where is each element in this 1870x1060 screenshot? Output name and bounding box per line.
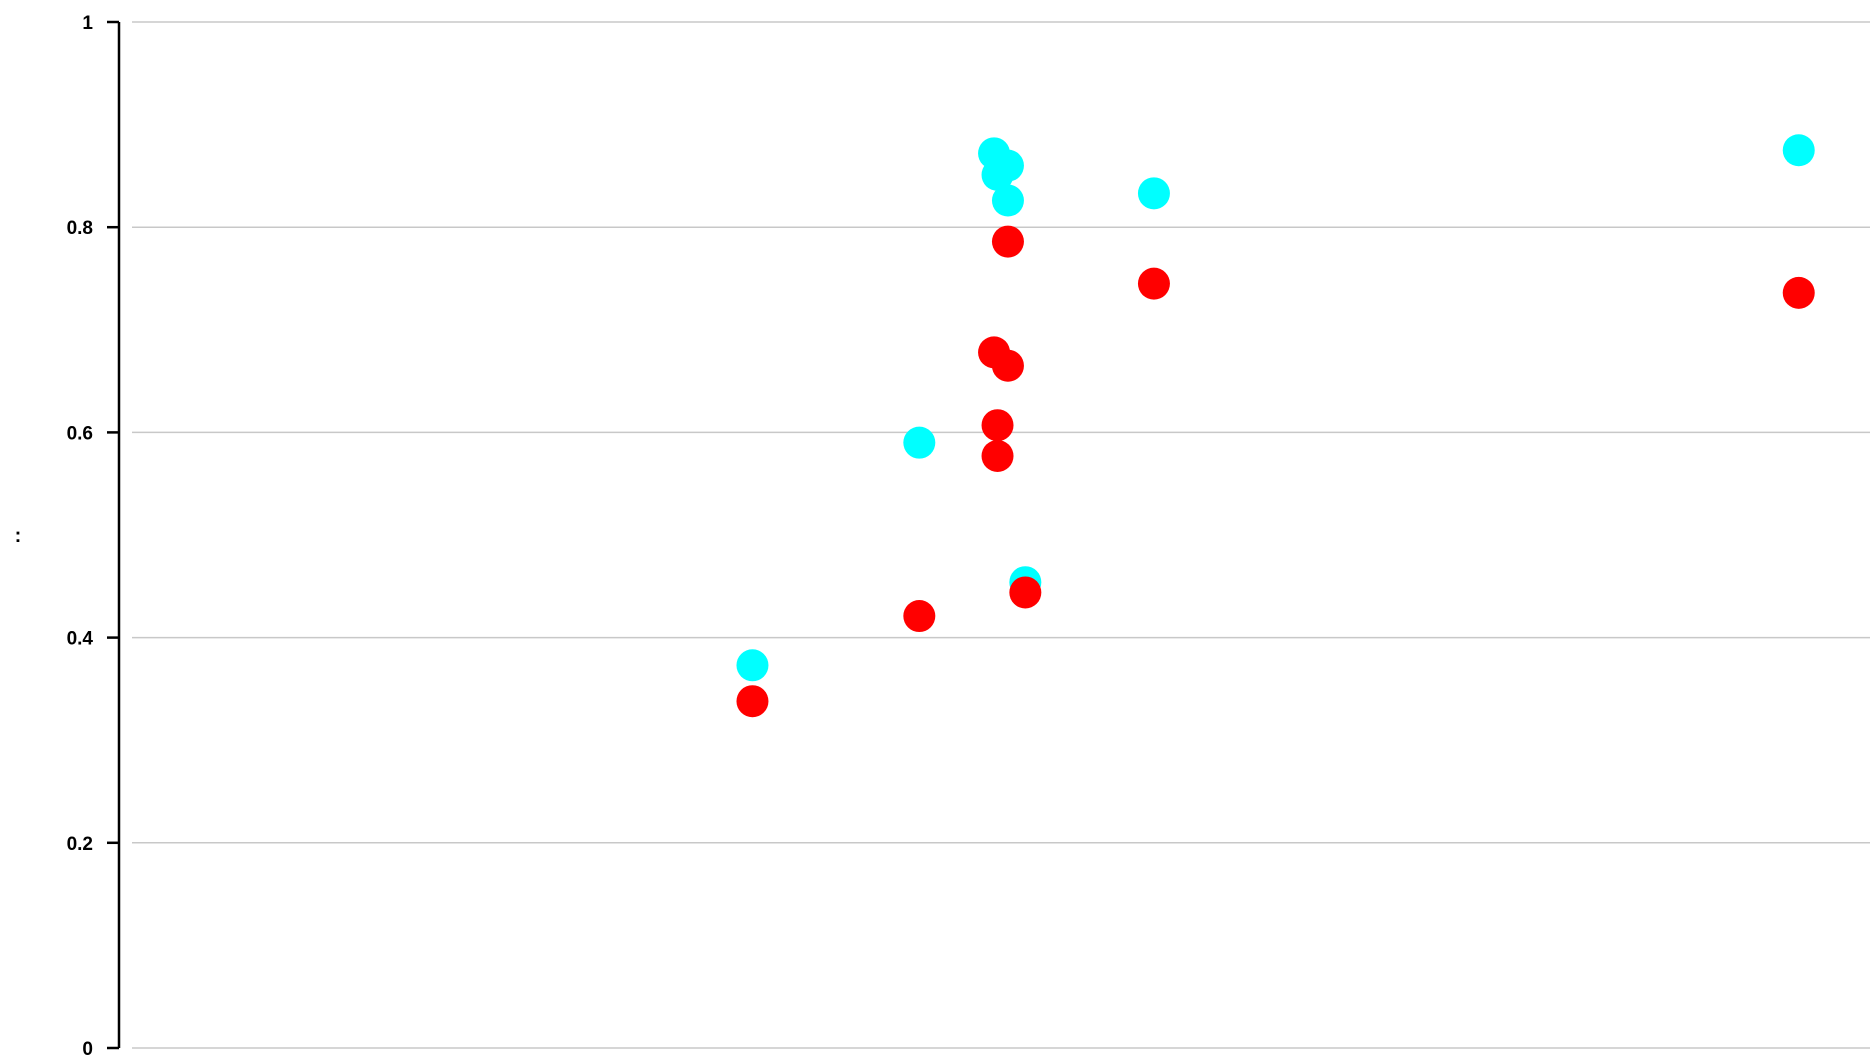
y-tick-label: 0	[82, 1039, 93, 1060]
data-point	[981, 439, 1014, 472]
y-tick-label: 1	[82, 13, 93, 34]
y-tick-label: 0.8	[67, 218, 93, 239]
y-tick-label: 0.6	[67, 423, 93, 444]
data-point	[991, 184, 1024, 217]
y-tick-labels: 0 0.2 0.4 0.6 0.8 1	[67, 13, 94, 1060]
data-point	[991, 349, 1024, 382]
y-axis	[107, 20, 121, 1050]
data-point	[903, 600, 936, 633]
y-tick-label: 0.4	[67, 629, 94, 650]
y-axis-title: :	[15, 525, 22, 547]
data-point	[736, 649, 769, 682]
data-point	[1137, 267, 1170, 300]
data-point	[981, 158, 1014, 191]
data-point	[1782, 134, 1815, 167]
data-points	[736, 134, 1815, 718]
data-point	[1782, 276, 1815, 309]
data-point	[991, 225, 1024, 258]
y-tick-label: 0.2	[67, 834, 93, 855]
data-point	[903, 426, 936, 459]
data-point	[736, 685, 769, 718]
data-point	[1009, 576, 1042, 609]
data-point	[1137, 177, 1170, 210]
data-point	[981, 409, 1014, 442]
